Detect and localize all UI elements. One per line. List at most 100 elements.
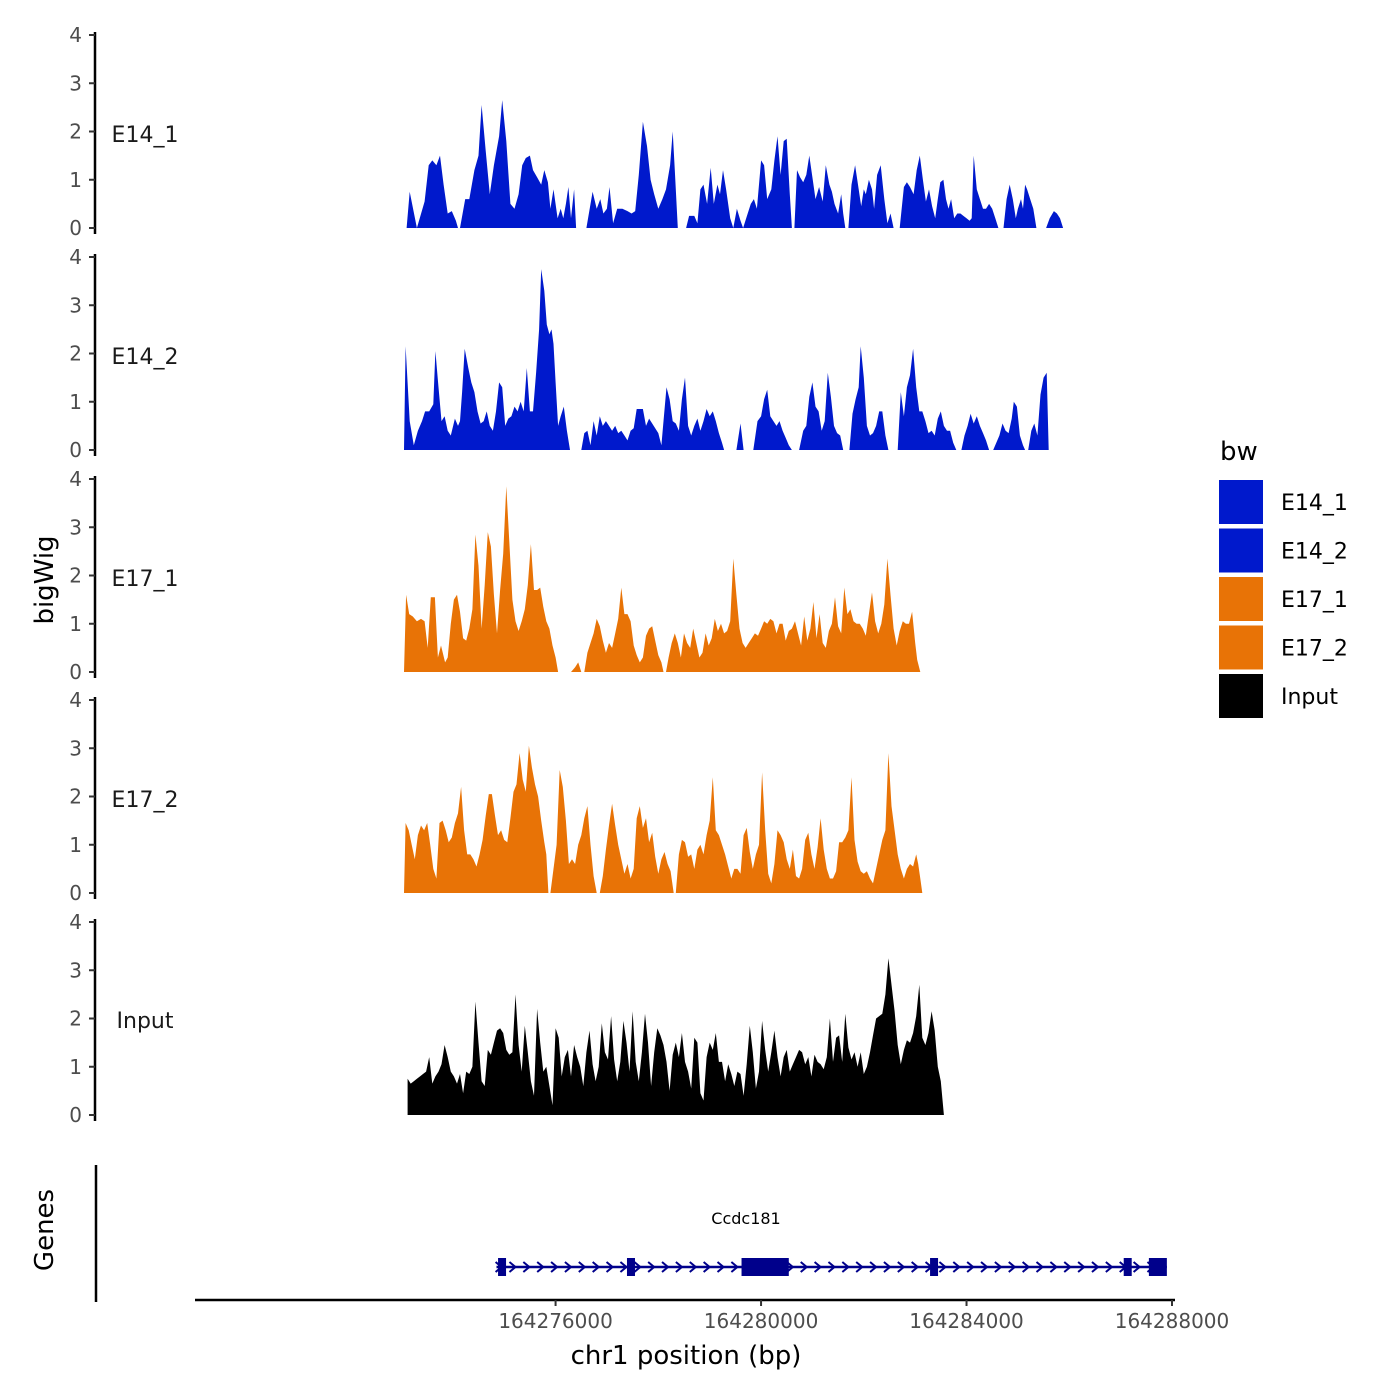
x-tick-label: 164288000 xyxy=(1115,1309,1230,1333)
y-tick-label: 2 xyxy=(69,342,82,366)
track-e17-2: 0 1 2 3 4 E17_2 xyxy=(69,688,923,905)
y-tick-label: 1 xyxy=(69,833,82,857)
y-tick-label: 0 xyxy=(69,216,82,240)
legend: bw E14_1 E14_2 E17_1 E17_2 Input xyxy=(1219,437,1348,718)
strand-arrow xyxy=(883,1261,892,1273)
gene-exon xyxy=(1148,1258,1167,1276)
strand-arrow xyxy=(911,1261,920,1273)
y-tick-label: 4 xyxy=(69,23,82,47)
strand-arrow xyxy=(1008,1261,1017,1273)
gene-exon xyxy=(1123,1258,1132,1276)
y-axis-title: bigWig xyxy=(30,535,60,624)
track-label-e14-2: E14_2 xyxy=(112,345,179,370)
y-tick-label: 3 xyxy=(69,736,82,760)
coverage-area-e17-1 xyxy=(404,486,921,672)
legend-swatch-e14-2 xyxy=(1219,528,1263,573)
gene-label: Ccdc181 xyxy=(711,1209,780,1228)
track-e14-1: 0 1 2 3 4 E14_1 xyxy=(69,23,1064,240)
legend-label-e17-2: E17_2 xyxy=(1281,637,1348,662)
strand-arrow xyxy=(786,1261,795,1273)
x-tick-label: 164284000 xyxy=(909,1309,1024,1333)
strand-arrow xyxy=(827,1261,837,1273)
strand-arrow xyxy=(1132,1261,1142,1273)
track-input: 0 1 2 3 4 Input xyxy=(69,910,944,1127)
coverage-area-e14-2 xyxy=(404,269,1049,450)
track-e14-2: 0 1 2 3 4 E14_2 xyxy=(69,245,1049,462)
track-label-e17-2: E17_2 xyxy=(112,788,179,813)
strand-arrow xyxy=(1035,1261,1045,1273)
y-tick-label: 2 xyxy=(69,564,82,588)
coverage-area-e17-2 xyxy=(404,745,923,893)
strand-arrow xyxy=(1105,1261,1114,1273)
strand-arrow xyxy=(1063,1261,1072,1273)
strand-arrow xyxy=(855,1261,864,1273)
strand-arrow xyxy=(1021,1261,1031,1273)
y-tick-label: 3 xyxy=(69,71,82,95)
strand-arrow xyxy=(689,1261,698,1273)
y-tick-label: 1 xyxy=(69,612,82,636)
x-tick-label: 164276000 xyxy=(498,1309,613,1333)
y-tick-label: 3 xyxy=(69,293,82,317)
strand-arrow xyxy=(966,1261,975,1273)
genes-axis-title: Genes xyxy=(30,1189,60,1271)
strand-arrow xyxy=(550,1261,559,1273)
legend-swatch-e17-2 xyxy=(1219,625,1263,670)
y-tick-label: 0 xyxy=(69,881,82,905)
y-tick-label: 3 xyxy=(69,958,82,982)
track-label-e14-1: E14_1 xyxy=(112,123,179,148)
strand-arrow xyxy=(1091,1261,1100,1273)
strand-arrow xyxy=(730,1261,739,1273)
y-tick-label: 0 xyxy=(69,1103,82,1127)
legend-swatch-e14-1 xyxy=(1219,480,1263,524)
strand-arrow xyxy=(702,1261,712,1273)
gene-exon xyxy=(930,1258,939,1276)
y-tick-label: 1 xyxy=(69,390,82,414)
legend-title: bw xyxy=(1220,437,1258,467)
strand-arrow xyxy=(605,1261,615,1273)
gene-exon xyxy=(741,1258,789,1276)
legend-swatch-input xyxy=(1219,674,1263,718)
y-tick-label: 2 xyxy=(69,1007,82,1031)
legend-swatch-e17-1 xyxy=(1219,577,1263,621)
strand-arrow xyxy=(813,1261,823,1273)
strand-arrow xyxy=(841,1261,850,1273)
strand-arrow xyxy=(1077,1261,1086,1273)
y-tick-label: 3 xyxy=(69,515,82,539)
strand-arrow xyxy=(869,1261,878,1273)
gene-model xyxy=(494,1258,1167,1276)
track-label-input: Input xyxy=(117,1009,174,1034)
y-tick-label: 1 xyxy=(69,168,82,192)
strand-arrow xyxy=(661,1261,670,1273)
strand-arrow xyxy=(897,1261,906,1273)
y-tick-label: 0 xyxy=(69,660,82,684)
strand-arrow xyxy=(508,1261,518,1273)
strand-arrow xyxy=(800,1261,809,1273)
strand-arrow xyxy=(592,1261,601,1273)
strand-arrow xyxy=(633,1261,642,1273)
y-tick-label: 4 xyxy=(69,910,82,934)
y-tick-label: 1 xyxy=(69,1055,82,1079)
strand-arrow xyxy=(647,1261,656,1273)
coverage-area-e14-1 xyxy=(406,100,1064,228)
strand-arrow xyxy=(952,1261,961,1273)
legend-label-e14-2: E14_2 xyxy=(1281,540,1348,565)
track-label-e17-1: E17_1 xyxy=(112,567,179,592)
genes-track: Genes Ccdc181 xyxy=(30,1165,1167,1302)
strand-arrow xyxy=(536,1261,545,1273)
y-tick-label: 4 xyxy=(69,467,82,491)
coverage-area-input xyxy=(407,958,944,1115)
track-e17-1: 0 1 2 3 4 E17_1 xyxy=(69,467,921,684)
legend-label-e17-1: E17_1 xyxy=(1281,588,1348,613)
y-tick-label: 4 xyxy=(69,688,82,712)
strand-arrow xyxy=(938,1261,947,1273)
gene-exon xyxy=(626,1258,635,1276)
strand-arrow xyxy=(716,1261,726,1273)
y-tick-label: 2 xyxy=(69,120,82,144)
y-tick-label: 2 xyxy=(69,785,82,809)
strand-arrow xyxy=(675,1261,684,1273)
gene-exon xyxy=(498,1258,507,1276)
strand-arrow xyxy=(1049,1261,1058,1273)
y-tick-label: 4 xyxy=(69,245,82,269)
strand-arrow xyxy=(619,1261,628,1273)
strand-arrow xyxy=(564,1261,573,1273)
